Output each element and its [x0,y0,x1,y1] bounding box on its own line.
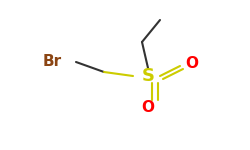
Text: S: S [142,67,154,85]
Text: O: O [186,57,198,72]
Text: O: O [142,100,154,116]
Text: Br: Br [42,54,62,69]
